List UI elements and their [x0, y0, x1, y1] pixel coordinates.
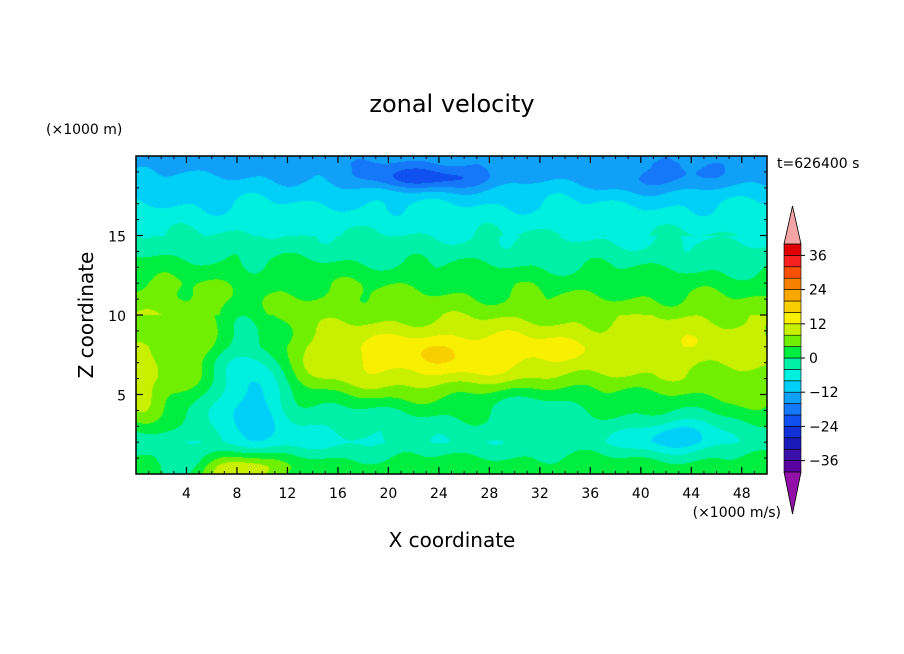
colorbar-swatch: [783, 414, 802, 427]
x-axis: 4 8 12 16 20 24 28 32 36 40 44 48: [148, 156, 755, 502]
y-tick-label: 5: [117, 389, 126, 405]
colorbar-swatch: [783, 243, 802, 256]
colorbar-swatch: [783, 369, 802, 382]
y-axis: 5 10 15: [108, 171, 767, 459]
colorbar-swatch: [783, 460, 802, 473]
colorbar-under-arrow: [783, 471, 802, 515]
colorbar-swatch: [783, 312, 802, 325]
y-tick-label: 10: [108, 309, 126, 325]
colorbar-swatch: [783, 255, 802, 268]
colorbar: −36 −24 −12 0 12 24 36: [783, 205, 839, 515]
y-tick-label: 15: [108, 230, 126, 246]
x-axis-unit: (×1000 m/s): [693, 505, 781, 521]
x-tick-label: 36: [581, 486, 599, 502]
x-tick-label: 32: [531, 486, 549, 502]
x-tick-label: 20: [379, 486, 397, 502]
colorbar-swatch: [783, 300, 802, 313]
colorbar-swatch: [783, 289, 802, 302]
y-axis-unit: (×1000 m): [46, 122, 122, 138]
colorbar-swatch: [783, 346, 802, 359]
x-tick-label: 12: [279, 486, 297, 502]
colorbar-swatch: [783, 391, 802, 404]
time-label: t=626400 s: [777, 156, 859, 172]
x-tick-label: 40: [632, 486, 650, 502]
contour-field-image: [136, 156, 767, 474]
colorbar-tick-label: −36: [809, 454, 839, 470]
colorbar-swatch: [783, 357, 802, 370]
x-tick-label: 4: [182, 486, 191, 502]
contour-field: [136, 156, 767, 474]
colorbar-swatch: [783, 266, 802, 279]
x-tick-label: 48: [733, 486, 751, 502]
colorbar-swatch: [783, 277, 802, 290]
x-tick-label: 44: [682, 486, 700, 502]
x-tick-label: 24: [430, 486, 448, 502]
colorbar-tick-label: −24: [809, 419, 839, 435]
colorbar-tick-label: 36: [809, 248, 827, 264]
x-axis-label: X coordinate: [389, 528, 516, 552]
colorbar-swatch: [783, 323, 802, 336]
colorbar-swatch: [783, 334, 802, 347]
colorbar-swatch: [783, 403, 802, 416]
chart-title: zonal velocity: [369, 90, 534, 118]
x-tick-label: 16: [329, 486, 347, 502]
colorbar-tick-label: 0: [809, 351, 818, 367]
y-axis-label: Z coordinate: [74, 252, 98, 379]
colorbar-swatch: [783, 437, 802, 450]
colorbar-tick-label: −12: [809, 385, 839, 401]
colorbar-swatch: [783, 380, 802, 393]
colorbar-tick-label: 24: [809, 283, 827, 299]
x-tick-label: 8: [232, 486, 241, 502]
colorbar-tick-label: 12: [809, 317, 827, 333]
colorbar-over-arrow: [783, 205, 802, 245]
colorbar-swatch: [783, 426, 802, 439]
colorbar-swatch: [783, 448, 802, 461]
x-tick-label: 28: [480, 486, 498, 502]
